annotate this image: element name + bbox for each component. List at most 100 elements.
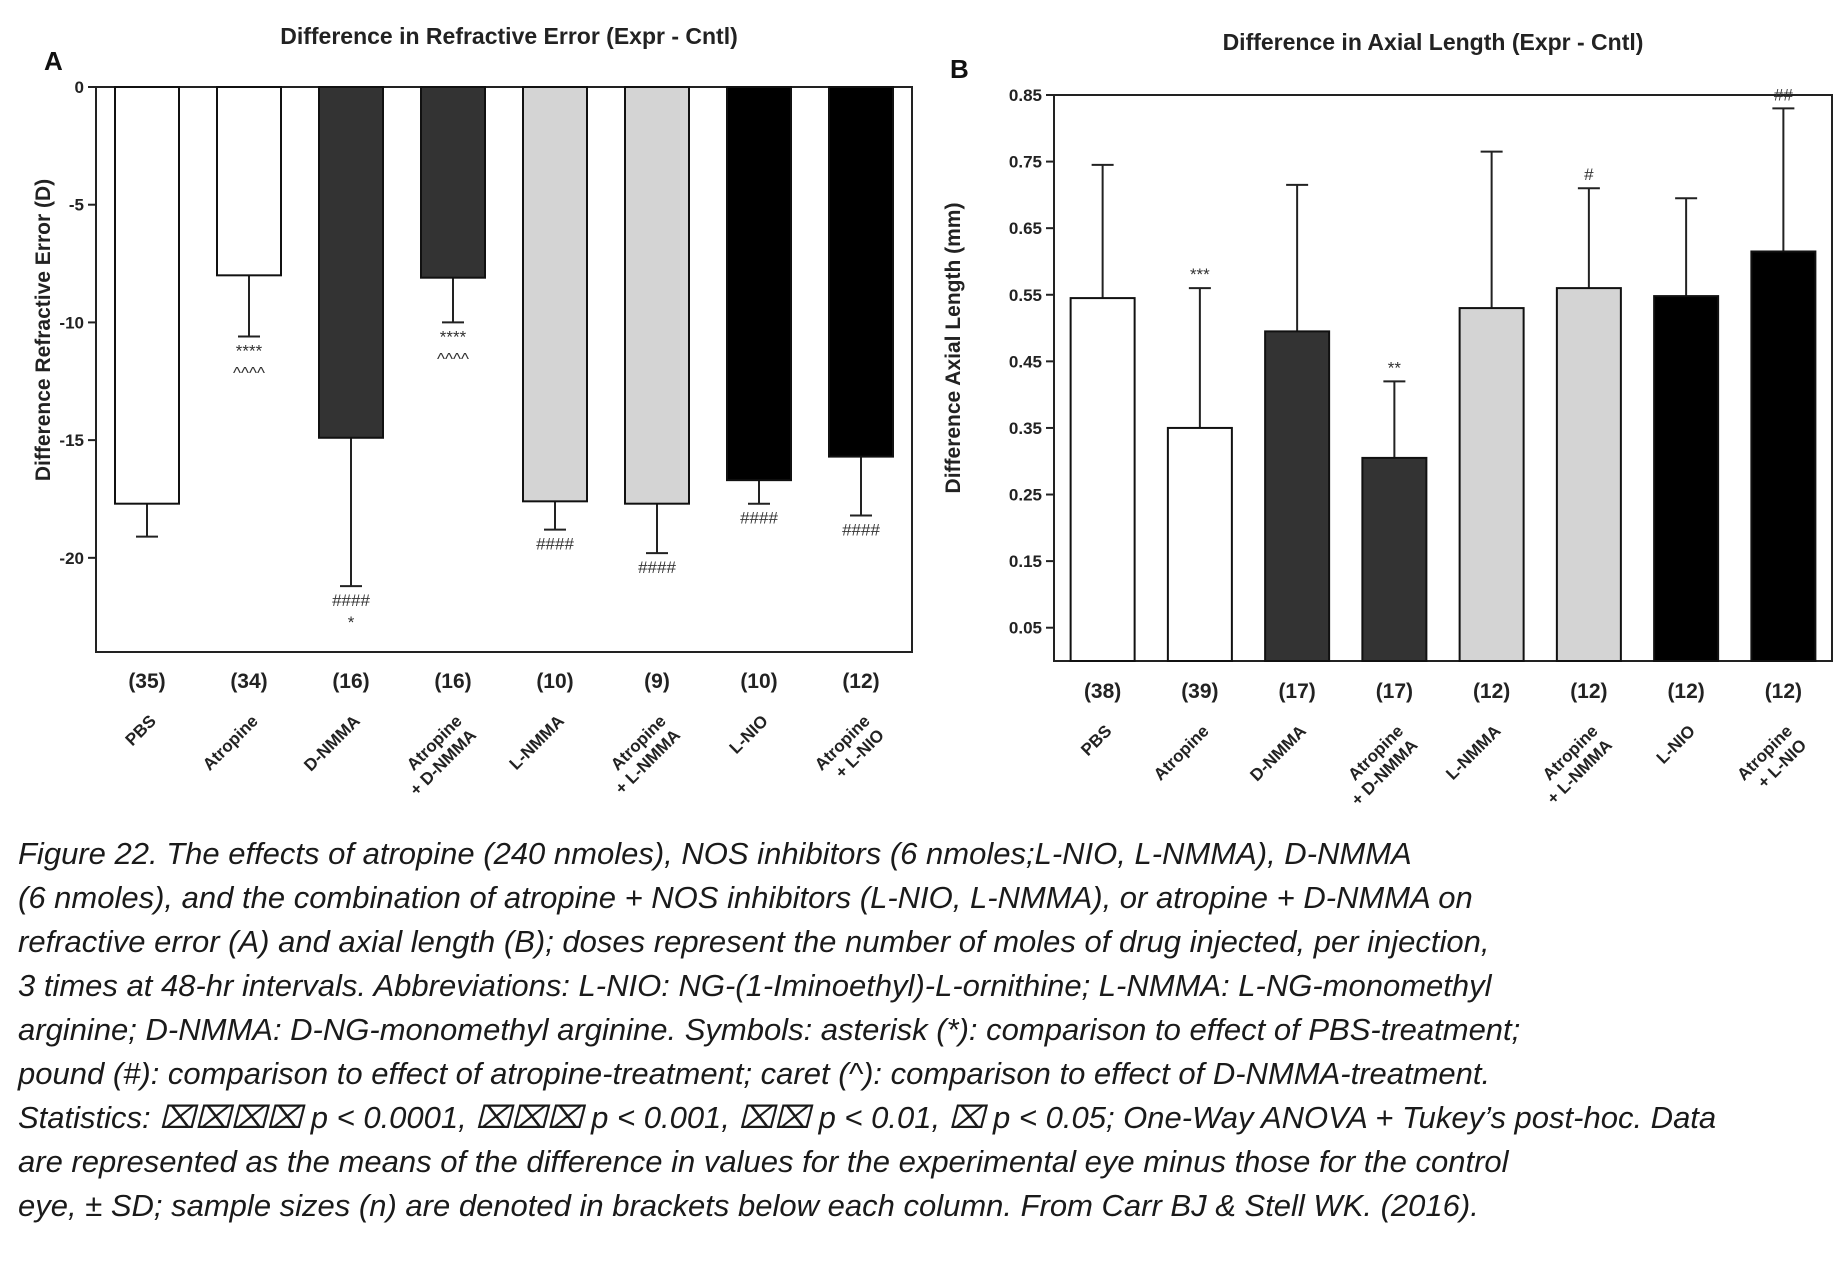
panel-b-bar bbox=[1653, 295, 1720, 662]
panel-b-category-label: L-NMMA bbox=[1442, 721, 1504, 783]
panel-b-bar bbox=[1361, 456, 1428, 662]
panel-a-sample-size-label: (35) bbox=[128, 670, 165, 693]
panel-b-y-tick-label: 0.15 bbox=[1009, 552, 1042, 571]
panel-a-significance-marker: #### bbox=[842, 520, 880, 539]
panel-a-sample-size-label: (9) bbox=[644, 670, 670, 693]
panel-b-bar bbox=[1555, 287, 1622, 662]
caption-line: refractive error (A) and axial length (B… bbox=[18, 924, 1490, 959]
panel-a-category-label: Atropine+ D-NMMA bbox=[392, 711, 480, 799]
panel-b-y-tick-label: 0.65 bbox=[1009, 219, 1042, 238]
panel-b-category-label: Atropine+ D-NMMA bbox=[1333, 721, 1421, 809]
panel-a-significance-marker: **** bbox=[236, 342, 263, 361]
panel-a-category-label: Atropine+ L-NMMA bbox=[597, 711, 684, 798]
panel-a-significance-marker: #### bbox=[536, 535, 574, 554]
panel-b-category-label-line: D-NMMA bbox=[1246, 721, 1310, 785]
panel-a-category-label-line: L-NIO bbox=[726, 711, 772, 757]
panel-a-category-label-line: PBS bbox=[122, 711, 160, 749]
caption-line: arginine; D-NMMA: D-NG-monomethyl argini… bbox=[18, 1012, 1521, 1047]
panel-a-category-label: L-NIO bbox=[726, 711, 772, 757]
panel-a-significance-marker: #### bbox=[740, 509, 778, 528]
panel-a-bar bbox=[828, 86, 894, 458]
panel-b-sample-size-label: (12) bbox=[1765, 680, 1802, 703]
panel-a-axes-frame bbox=[95, 86, 913, 653]
panel-a-bar bbox=[624, 86, 690, 505]
caption-line: are represented as the means of the diff… bbox=[18, 1144, 1509, 1179]
caption-line: (6 nmoles), and the combination of atrop… bbox=[18, 880, 1473, 915]
panel-b-sample-size-label: (12) bbox=[1473, 680, 1510, 703]
panel-a-significance-marker: * bbox=[348, 613, 355, 632]
panel-a-title: Difference in Refractive Error (Expr - C… bbox=[280, 23, 738, 49]
panel-b-sample-size-label: (39) bbox=[1181, 680, 1218, 703]
panel-a-bar bbox=[318, 86, 384, 439]
panel-b-category-label-line: PBS bbox=[1077, 721, 1115, 759]
panel-a-category-label-line: D-NMMA bbox=[300, 711, 364, 775]
caption-line: Statistics: ⌧⌧⌧⌧ p < 0.0001, ⌧⌧⌧ p < 0.0… bbox=[18, 1100, 1717, 1135]
panel-b-category-label-line: L-NMMA bbox=[1442, 721, 1504, 783]
panel-a-category-label-line: Atropine bbox=[199, 711, 262, 774]
panel-b-bar bbox=[1166, 426, 1233, 662]
panel-a-letter: A bbox=[44, 46, 63, 76]
panel-b-y-tick-label: 0.45 bbox=[1009, 352, 1042, 371]
panel-a-sample-size-label: (10) bbox=[740, 670, 777, 693]
panel-b-bar bbox=[1069, 297, 1136, 662]
panel-b-y-axis-title: Difference Axial Length (mm) bbox=[942, 203, 965, 494]
caption-line: pound (#): comparison to effect of atrop… bbox=[18, 1056, 1491, 1091]
panel-a-significance-marker: #### bbox=[638, 558, 676, 577]
panel-b-sample-size-label: (38) bbox=[1084, 680, 1121, 703]
panel-b-axial-length-chart: B Difference in Axial Length (Expr - Cnt… bbox=[942, 29, 1833, 809]
panel-a-plot: 0 -5 -10 -15 -20 (35) PBS **** ^^^^ (34) Atropine #… bbox=[59, 78, 913, 799]
panel-b-y-tick-label: 0.85 bbox=[1009, 86, 1042, 105]
panel-a-category-label: PBS bbox=[122, 711, 160, 749]
panel-b-category-label: PBS bbox=[1077, 721, 1115, 759]
caption-line: eye, ± SD; sample sizes (n) are denoted … bbox=[18, 1188, 1479, 1223]
panel-b-bar bbox=[1750, 250, 1817, 662]
panel-a-sample-size-label: (34) bbox=[230, 670, 267, 693]
panel-a-sample-size-label: (16) bbox=[434, 670, 471, 693]
panel-b-sample-size-label: (12) bbox=[1570, 680, 1607, 703]
panel-b-significance-marker: ## bbox=[1774, 85, 1793, 104]
panel-a-bar bbox=[522, 86, 588, 503]
panel-b-category-label: Atropine bbox=[1150, 721, 1213, 784]
panel-a-bar bbox=[216, 86, 282, 277]
panel-b-significance-marker: *** bbox=[1190, 265, 1210, 284]
panel-a-category-label: Atropine bbox=[199, 711, 262, 774]
panel-a-sample-size-label: (10) bbox=[536, 670, 573, 693]
panel-b-y-tick-label: 0.25 bbox=[1009, 486, 1042, 505]
panel-b-category-label-line: Atropine bbox=[1150, 721, 1213, 784]
panel-b-category-label: D-NMMA bbox=[1246, 721, 1310, 785]
panel-b-axes-frame bbox=[1053, 94, 1833, 662]
panel-a-refractive-error-chart: A Difference in Refractive Error (Expr -… bbox=[32, 23, 913, 799]
panel-b-sample-size-label: (17) bbox=[1376, 680, 1413, 703]
panel-a-category-label: D-NMMA bbox=[300, 711, 364, 775]
panel-a-y-tick-label: -20 bbox=[59, 549, 84, 568]
panel-a-y-tick-label: -5 bbox=[69, 196, 84, 215]
panel-b-letter: B bbox=[950, 54, 969, 84]
panel-a-y-tick-label: 0 bbox=[75, 78, 84, 97]
panel-a-significance-marker: **** bbox=[440, 327, 467, 346]
panel-a-category-label: Atropine+ L-NIO bbox=[811, 711, 888, 788]
panel-b-y-tick-label: 0.35 bbox=[1009, 419, 1042, 438]
panel-b-category-label: Atropine+ L-NIO bbox=[1733, 721, 1810, 798]
panel-b-category-label: L-NIO bbox=[1653, 721, 1699, 767]
panel-a-significance-marker: #### bbox=[332, 591, 370, 610]
panel-a-y-tick-label: -15 bbox=[59, 431, 84, 450]
figure-caption: Figure 22. The effects of atropine (240 … bbox=[18, 832, 1833, 1228]
panel-b-y-tick-label: 0.75 bbox=[1009, 153, 1042, 172]
panel-b-category-label: Atropine+ L-NMMA bbox=[1529, 721, 1616, 808]
panel-b-y-tick-label: 0.05 bbox=[1009, 619, 1042, 638]
panel-a-significance-marker: ^^^^ bbox=[233, 364, 265, 383]
panel-b-plot: 0.85 0.75 0.65 0.55 0.45 0.35 0.25 0.15 0.05 (38)… bbox=[1009, 85, 1833, 809]
panel-a-significance-marker: ^^^^ bbox=[437, 349, 469, 368]
caption-line: 3 times at 48-hr intervals. Abbreviation… bbox=[18, 968, 1492, 1003]
panel-b-category-label-line: L-NIO bbox=[1653, 721, 1699, 767]
panel-a-category-label-line: L-NMMA bbox=[506, 711, 568, 773]
panel-a-bar bbox=[420, 86, 486, 279]
panel-b-bar bbox=[1264, 330, 1331, 662]
panel-b-sample-size-label: (12) bbox=[1667, 680, 1704, 703]
panel-b-title: Difference in Axial Length (Expr - Cntl) bbox=[1223, 29, 1644, 55]
panel-a-y-tick-label: -10 bbox=[59, 313, 84, 332]
panel-a-sample-size-label: (16) bbox=[332, 670, 369, 693]
panel-a-bar bbox=[726, 86, 792, 482]
panel-b-y-tick-label: 0.55 bbox=[1009, 286, 1042, 305]
